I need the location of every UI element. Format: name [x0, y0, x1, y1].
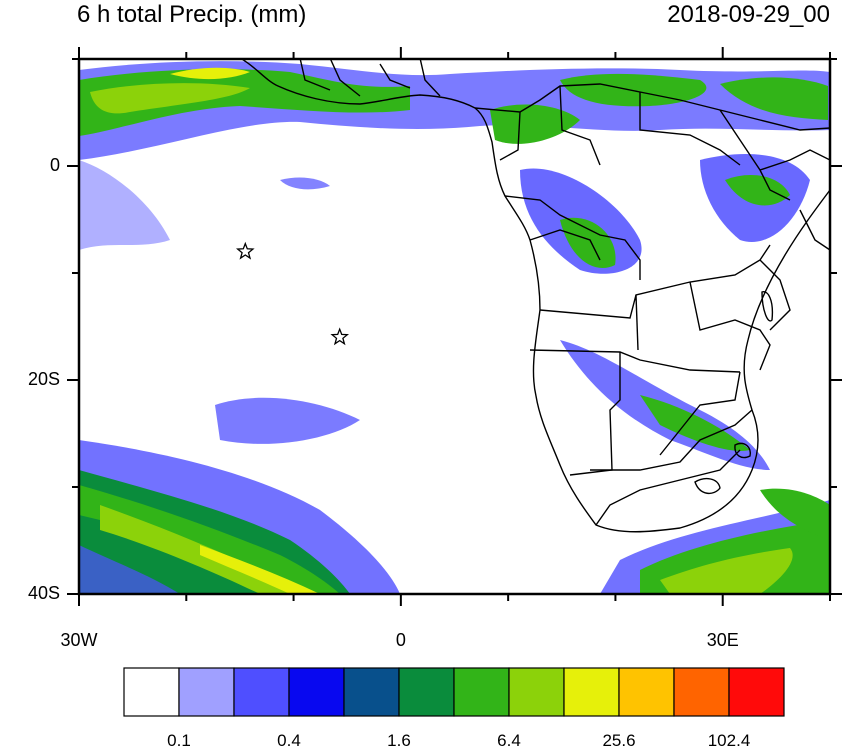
x-tick-label: 30W	[60, 630, 98, 650]
station-1-star-icon	[235, 241, 255, 260]
colorbar-swatch	[508, 667, 565, 717]
y-tick-label: 20S	[27, 369, 60, 389]
colorbar-swatch	[343, 667, 400, 717]
colorbar-swatch	[618, 667, 675, 717]
station-markers	[235, 241, 350, 346]
colorbar-label: 102.4	[707, 731, 751, 750]
x-tick-label: 30E	[706, 630, 739, 650]
colorbar-swatch	[288, 667, 345, 717]
colorbar-swatch	[453, 667, 510, 717]
colorbar-swatch	[178, 667, 235, 717]
map-frame	[77, 57, 832, 596]
y-tick-label: 0	[49, 155, 60, 175]
colorbar-swatch	[123, 667, 180, 717]
colorbar-label: 0.1	[167, 731, 191, 750]
colorbar-swatch	[673, 667, 730, 717]
coastlines	[240, 59, 830, 533]
station-2-star-icon	[330, 327, 350, 346]
x-tick-label: 0	[395, 630, 406, 650]
colorbar-swatch	[233, 667, 290, 717]
colorbar-label: 6.4	[497, 731, 521, 750]
y-tick-label: 40S	[27, 583, 60, 603]
colorbar-swatch	[563, 667, 620, 717]
map-title: 6 h total Precip. (mm)	[77, 1, 307, 28]
colorbar-label: 1.6	[387, 731, 411, 750]
colorbar-label: 0.4	[277, 731, 301, 750]
precip-field	[79, 61, 830, 594]
colorbar	[123, 667, 785, 717]
colorbar-label: 25.6	[602, 731, 636, 750]
map-date: 2018-09-29_00	[667, 1, 830, 28]
colorbar-swatch	[728, 667, 785, 717]
axis-ticks	[67, 47, 842, 606]
colorbar-swatch	[398, 667, 455, 717]
